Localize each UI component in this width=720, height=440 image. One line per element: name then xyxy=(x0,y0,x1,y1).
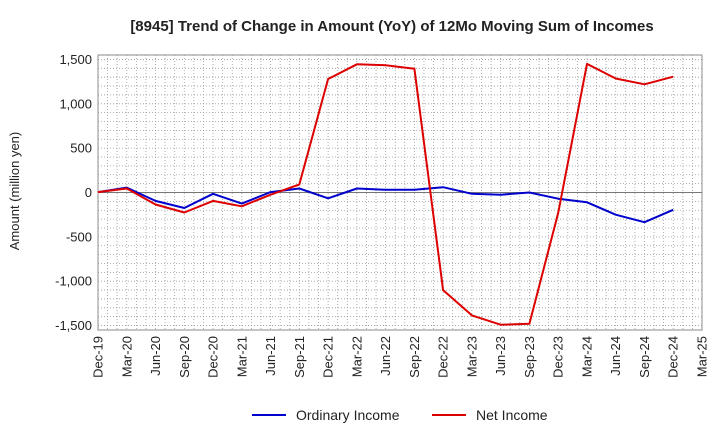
legend-label: Ordinary Income xyxy=(296,407,400,423)
series-line-ordinary-income xyxy=(97,186,674,224)
x-tick-label: Mar-21 xyxy=(234,336,249,377)
x-tick-label: Dec-22 xyxy=(436,336,451,378)
series-layer xyxy=(97,62,674,326)
legend-label: Net Income xyxy=(476,407,548,423)
x-tick-label: Mar-24 xyxy=(579,336,594,377)
y-tick-label: 0 xyxy=(85,185,92,200)
x-tick-label: Dec-23 xyxy=(551,336,566,378)
series-line-net-income xyxy=(97,62,674,326)
grid xyxy=(97,55,703,330)
y-axis-label: Amount (million yen) xyxy=(7,132,22,251)
x-tick-label: Mar-25 xyxy=(695,336,710,377)
x-tick-label: Jun-23 xyxy=(493,336,508,376)
x-tick-label: Jun-20 xyxy=(148,336,163,376)
x-tick-label: Sep-20 xyxy=(177,336,192,378)
x-axis-ticks: Dec-19 Mar-20 Jun-20 Sep-20 Dec-20 Mar-21 Jun-… xyxy=(91,336,710,378)
y-axis-ticks: 1,500 1,000 500 0 -500 -1,000 -1,500 xyxy=(55,52,92,333)
x-tick-label: Sep-23 xyxy=(522,336,537,378)
y-tick-label: -1,500 xyxy=(55,318,92,333)
x-tick-label: Sep-21 xyxy=(292,336,307,378)
x-tick-label: Jun-24 xyxy=(608,336,623,376)
x-tick-label: Dec-19 xyxy=(91,336,106,378)
x-tick-label: Sep-22 xyxy=(407,336,422,378)
x-tick-label: Dec-20 xyxy=(206,336,221,378)
x-tick-label: Jun-22 xyxy=(378,336,393,376)
x-tick-label: Dec-24 xyxy=(666,336,681,378)
x-tick-label: Mar-22 xyxy=(349,336,364,377)
y-tick-label: 500 xyxy=(70,141,92,156)
x-tick-label: Jun-21 xyxy=(263,336,278,376)
x-tick-label: Mar-23 xyxy=(464,336,479,377)
y-tick-label: -1,000 xyxy=(55,274,92,289)
x-tick-label: Mar-20 xyxy=(119,336,134,377)
chart-title: [8945] Trend of Change in Amount (YoY) o… xyxy=(130,18,653,35)
x-tick-label: Dec-21 xyxy=(321,336,336,378)
y-tick-label: 1,000 xyxy=(59,96,92,111)
x-tick-label: Sep-24 xyxy=(637,336,652,378)
y-tick-label: -500 xyxy=(66,229,92,244)
y-tick-label: 1,500 xyxy=(59,52,92,67)
legend: Ordinary Income Net Income xyxy=(252,407,548,423)
